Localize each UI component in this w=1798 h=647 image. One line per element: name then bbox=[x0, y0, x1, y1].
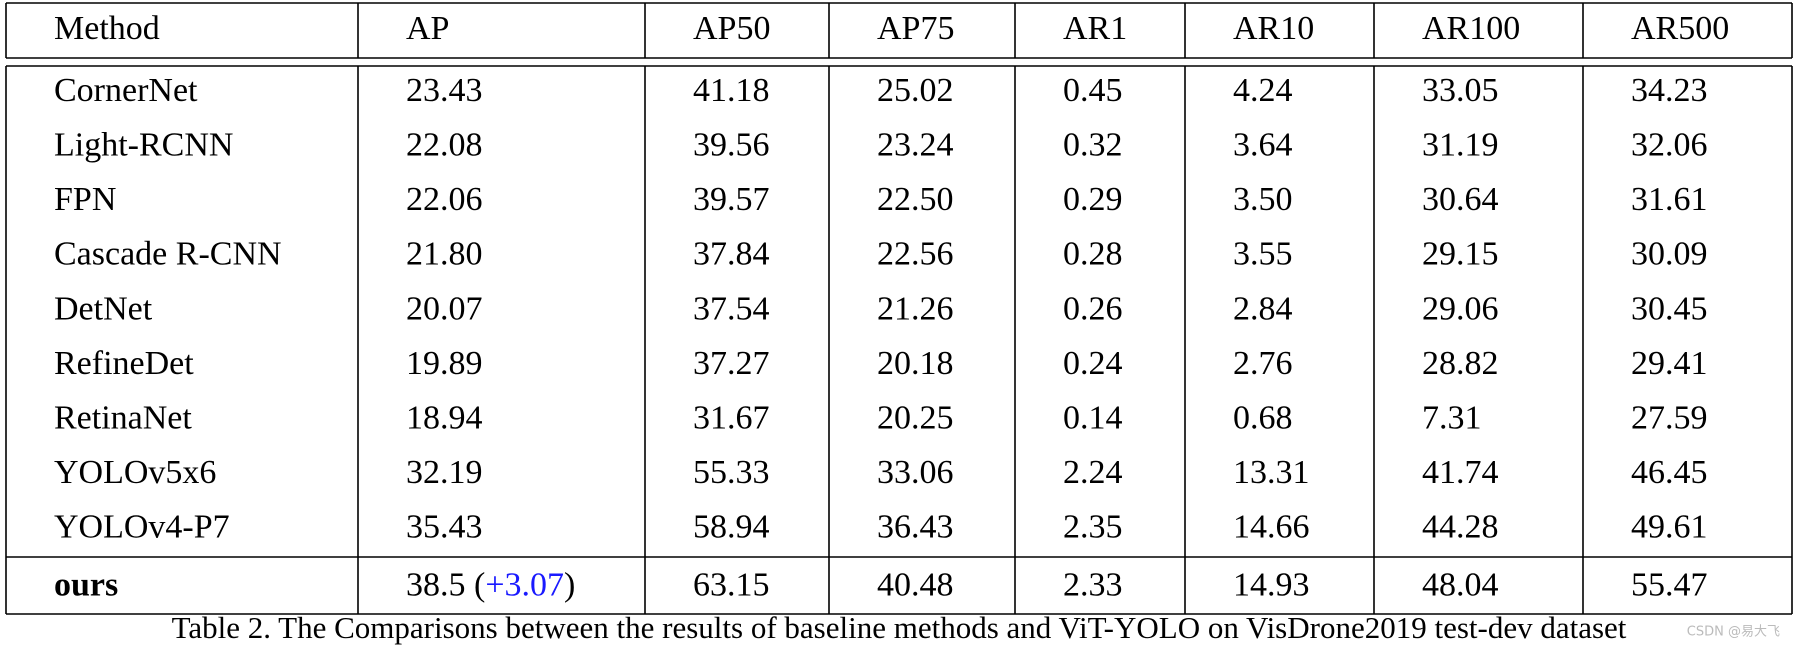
cell: 14.93 bbox=[1233, 566, 1310, 603]
cell: 30.45 bbox=[1631, 290, 1708, 327]
header-cell: AP bbox=[406, 10, 449, 47]
ap-part: 38.5 ( bbox=[406, 566, 485, 603]
cell: 18.94 bbox=[406, 399, 483, 436]
caption: Table 2. The Comparisons between the res… bbox=[172, 610, 1627, 645]
cell: 0.24 bbox=[1063, 345, 1123, 382]
cell: 29.06 bbox=[1422, 290, 1499, 327]
cell: 0.26 bbox=[1063, 290, 1123, 327]
cell: 36.43 bbox=[877, 509, 954, 546]
cell: 48.04 bbox=[1422, 566, 1499, 603]
cell: 0.68 bbox=[1233, 399, 1293, 436]
cell: 33.05 bbox=[1422, 72, 1499, 109]
header-cell: AR1 bbox=[1063, 10, 1127, 47]
cell: 33.06 bbox=[877, 454, 954, 491]
cell: 20.25 bbox=[877, 399, 954, 436]
header-cell: Method bbox=[54, 10, 160, 47]
header-cell: AR10 bbox=[1233, 10, 1314, 47]
cell: 2.33 bbox=[1063, 566, 1123, 603]
cell: YOLOv4-P7 bbox=[54, 509, 230, 546]
cell: 55.47 bbox=[1631, 566, 1708, 603]
header-cell: AR500 bbox=[1631, 10, 1729, 47]
cell: 3.64 bbox=[1233, 127, 1293, 164]
cell: 63.15 bbox=[693, 566, 770, 603]
cell: 23.24 bbox=[877, 127, 954, 164]
cell: 31.19 bbox=[1422, 127, 1499, 164]
cell: RetinaNet bbox=[54, 399, 192, 436]
cell: 35.43 bbox=[406, 509, 483, 546]
ap-part: ) bbox=[564, 566, 575, 603]
cell: 7.31 bbox=[1422, 399, 1482, 436]
cell: RefineDet bbox=[54, 345, 194, 382]
cell: 20.18 bbox=[877, 345, 954, 382]
cell: Cascade R-CNN bbox=[54, 236, 282, 273]
cell: 2.35 bbox=[1063, 509, 1123, 546]
cell: FPN bbox=[54, 181, 116, 218]
cell: 37.84 bbox=[693, 236, 770, 273]
cell: 39.56 bbox=[693, 127, 770, 164]
cell: 14.66 bbox=[1233, 509, 1310, 546]
header-cell: AP50 bbox=[693, 10, 770, 47]
cell: 49.61 bbox=[1631, 509, 1708, 546]
cell: 39.57 bbox=[693, 181, 770, 218]
cell: 44.28 bbox=[1422, 509, 1499, 546]
cell: 41.74 bbox=[1422, 454, 1499, 491]
cell: 31.61 bbox=[1631, 181, 1708, 218]
cell-method: ours bbox=[54, 566, 118, 603]
cell: 3.50 bbox=[1233, 181, 1293, 218]
cell: 4.24 bbox=[1233, 72, 1293, 109]
cell: 30.64 bbox=[1422, 181, 1499, 218]
cell: 41.18 bbox=[693, 72, 770, 109]
cell: 37.27 bbox=[693, 345, 770, 382]
cell: 32.06 bbox=[1631, 127, 1708, 164]
cell: 23.43 bbox=[406, 72, 483, 109]
cell: 34.23 bbox=[1631, 72, 1708, 109]
cell: 22.56 bbox=[877, 236, 954, 273]
cell: 0.29 bbox=[1063, 181, 1123, 218]
watermark: CSDN @易大飞 bbox=[1687, 625, 1780, 640]
cell: 31.67 bbox=[693, 399, 770, 436]
cell: 40.48 bbox=[877, 566, 954, 603]
cell: 22.50 bbox=[877, 181, 954, 218]
header-cell: AP75 bbox=[877, 10, 954, 47]
cell: 0.28 bbox=[1063, 236, 1123, 273]
cell: 29.41 bbox=[1631, 345, 1708, 382]
cell: 3.55 bbox=[1233, 236, 1293, 273]
cell: 55.33 bbox=[693, 454, 770, 491]
cell: 28.82 bbox=[1422, 345, 1499, 382]
cell: 32.19 bbox=[406, 454, 483, 491]
cell: 22.08 bbox=[406, 127, 483, 164]
ap-part: +3.07 bbox=[485, 566, 564, 603]
cell: 37.54 bbox=[693, 290, 770, 327]
cell: 2.84 bbox=[1233, 290, 1293, 327]
cell: DetNet bbox=[54, 290, 153, 327]
cell-ap: 38.5 (+3.07) bbox=[406, 566, 575, 603]
cell: 22.06 bbox=[406, 181, 483, 218]
cell: 19.89 bbox=[406, 345, 483, 382]
cell: 0.45 bbox=[1063, 72, 1123, 109]
cell: 0.32 bbox=[1063, 127, 1123, 164]
cell: 29.15 bbox=[1422, 236, 1499, 273]
cell: CornerNet bbox=[54, 72, 198, 109]
cell: 13.31 bbox=[1233, 454, 1310, 491]
cell: 2.76 bbox=[1233, 345, 1293, 382]
cell: 20.07 bbox=[406, 290, 483, 327]
cell: 2.24 bbox=[1063, 454, 1123, 491]
cell: Light-RCNN bbox=[54, 127, 233, 164]
cell: 27.59 bbox=[1631, 399, 1708, 436]
cell: 25.02 bbox=[877, 72, 954, 109]
header-cell: AR100 bbox=[1422, 10, 1520, 47]
cell: 21.26 bbox=[877, 290, 954, 327]
cell: 21.80 bbox=[406, 236, 483, 273]
cell: 58.94 bbox=[693, 509, 770, 546]
cell: 30.09 bbox=[1631, 236, 1708, 273]
cell: 0.14 bbox=[1063, 399, 1123, 436]
cell: YOLOv5x6 bbox=[54, 454, 216, 491]
cell: 46.45 bbox=[1631, 454, 1708, 491]
